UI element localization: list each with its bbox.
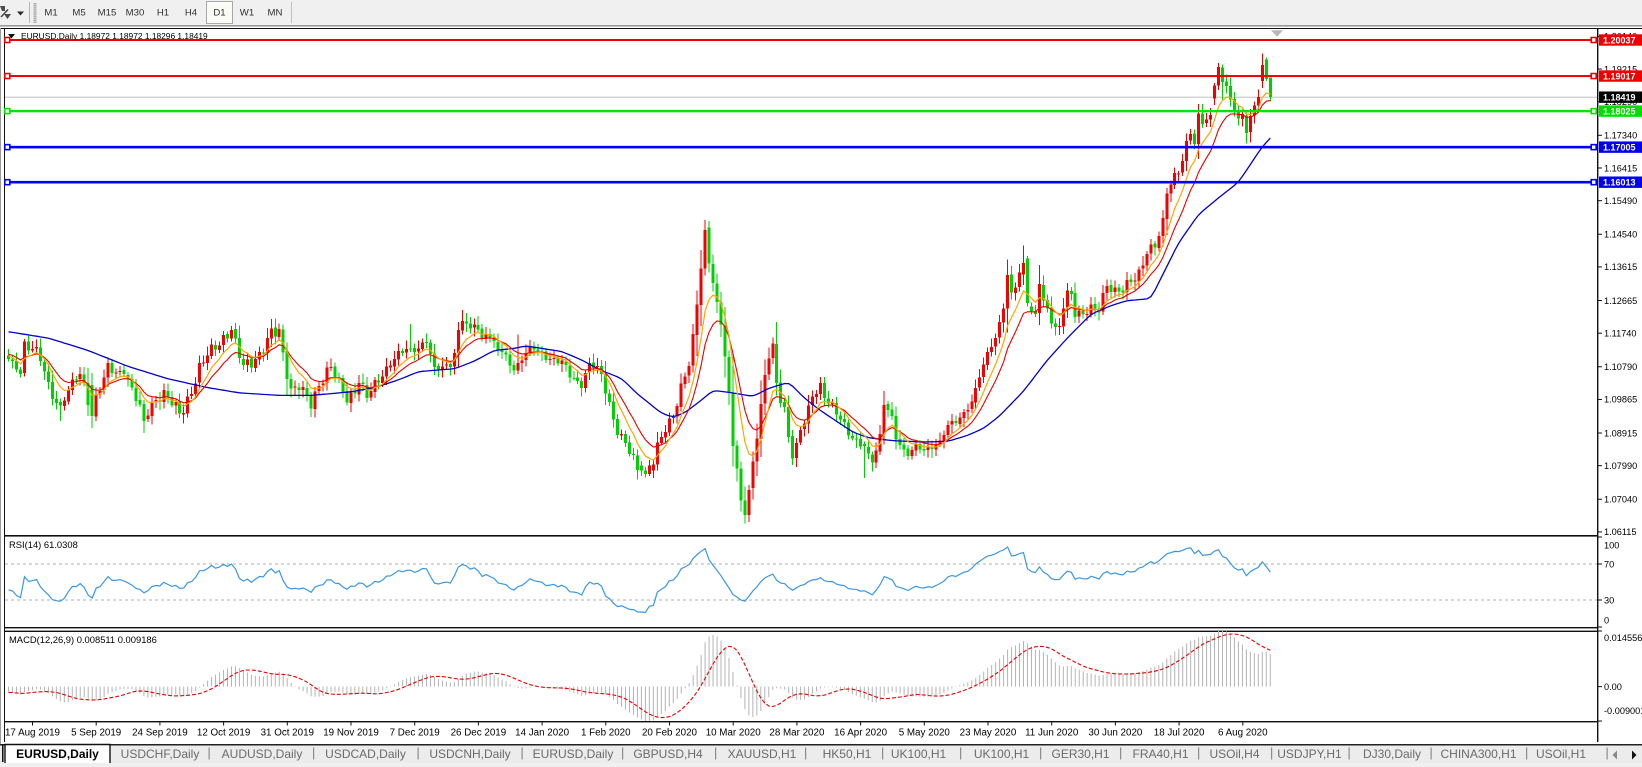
svg-text:17 Aug 2019: 17 Aug 2019 bbox=[5, 728, 60, 739]
svg-text:AUDUSD,Daily: AUDUSD,Daily bbox=[222, 747, 303, 761]
svg-text:30 Jun 2020: 30 Jun 2020 bbox=[1088, 728, 1142, 739]
svg-text:H1: H1 bbox=[157, 8, 169, 19]
svg-text:1.11740: 1.11740 bbox=[1604, 329, 1637, 339]
svg-text:USDCAD,Daily: USDCAD,Daily bbox=[325, 747, 406, 761]
svg-text:USDCNH,Daily: USDCNH,Daily bbox=[429, 747, 510, 761]
svg-text:-0.009001: -0.009001 bbox=[1604, 706, 1642, 716]
svg-text:20 Feb 2020: 20 Feb 2020 bbox=[642, 728, 698, 739]
svg-text:14 Jan 2020: 14 Jan 2020 bbox=[515, 728, 569, 739]
svg-text:1.08915: 1.08915 bbox=[1604, 428, 1637, 438]
svg-text:M15: M15 bbox=[98, 8, 117, 19]
svg-text:1.07990: 1.07990 bbox=[1604, 461, 1637, 471]
svg-text:1.15490: 1.15490 bbox=[1604, 196, 1637, 206]
svg-text:0.014556: 0.014556 bbox=[1604, 633, 1642, 643]
svg-text:28 Mar 2020: 28 Mar 2020 bbox=[769, 728, 825, 739]
svg-text:EURUSD,Daily: EURUSD,Daily bbox=[533, 747, 614, 761]
svg-text:HK50,H1: HK50,H1 bbox=[823, 747, 872, 761]
svg-text:1.19017: 1.19017 bbox=[1603, 72, 1636, 82]
svg-text:1.20037: 1.20037 bbox=[1603, 36, 1636, 46]
svg-text:1.17005: 1.17005 bbox=[1603, 143, 1636, 153]
svg-text:1 Feb 2020: 1 Feb 2020 bbox=[581, 728, 631, 739]
svg-text:UK100,H1: UK100,H1 bbox=[974, 747, 1030, 761]
svg-text:70: 70 bbox=[1604, 559, 1614, 569]
svg-text:1.16415: 1.16415 bbox=[1604, 163, 1637, 173]
svg-text:5 Sep 2019: 5 Sep 2019 bbox=[71, 728, 121, 739]
svg-text:31 Oct 2019: 31 Oct 2019 bbox=[261, 728, 314, 739]
svg-text:16 Apr 2020: 16 Apr 2020 bbox=[834, 728, 887, 739]
svg-text:1.16013: 1.16013 bbox=[1603, 178, 1636, 188]
svg-text:5 May 2020: 5 May 2020 bbox=[899, 728, 951, 739]
svg-text:USDCHF,Daily: USDCHF,Daily bbox=[121, 747, 200, 761]
svg-text:11 Jun 2020: 11 Jun 2020 bbox=[1025, 728, 1079, 739]
svg-text:1.19215: 1.19215 bbox=[1604, 64, 1637, 74]
svg-text:MACD(12,26,9) 0.008511 0.00918: MACD(12,26,9) 0.008511 0.009186 bbox=[9, 634, 157, 645]
svg-text:UK100,H1: UK100,H1 bbox=[891, 747, 947, 761]
svg-text:USOil,H1: USOil,H1 bbox=[1536, 747, 1586, 761]
svg-text:19 Nov 2019: 19 Nov 2019 bbox=[323, 728, 379, 739]
svg-text:MN: MN bbox=[268, 8, 283, 19]
svg-text:26 Dec 2019: 26 Dec 2019 bbox=[451, 728, 507, 739]
svg-text:6 Aug 2020: 6 Aug 2020 bbox=[1218, 728, 1268, 739]
svg-text:DJ30,Daily: DJ30,Daily bbox=[1363, 747, 1421, 761]
svg-text:18 Jul 2020: 18 Jul 2020 bbox=[1154, 728, 1205, 739]
svg-text:D1: D1 bbox=[213, 8, 225, 19]
svg-text:EURUSD,Daily 1.18972 1.18972 1: EURUSD,Daily 1.18972 1.18972 1.18296 1.1… bbox=[21, 31, 208, 41]
svg-text:30: 30 bbox=[1604, 595, 1614, 605]
svg-text:RSI(14) 61.0308: RSI(14) 61.0308 bbox=[9, 539, 78, 550]
svg-text:M1: M1 bbox=[44, 8, 57, 19]
svg-text:1.09865: 1.09865 bbox=[1604, 395, 1637, 405]
svg-text:M30: M30 bbox=[126, 8, 145, 19]
svg-text:12 Oct 2019: 12 Oct 2019 bbox=[197, 728, 250, 739]
svg-text:W1: W1 bbox=[240, 8, 254, 19]
svg-text:M5: M5 bbox=[72, 8, 85, 19]
svg-text:100: 100 bbox=[1604, 540, 1619, 550]
svg-text:GBPUSD,H4: GBPUSD,H4 bbox=[633, 747, 703, 761]
svg-text:1.13615: 1.13615 bbox=[1604, 262, 1637, 272]
svg-text:USDJPY,H1: USDJPY,H1 bbox=[1277, 747, 1342, 761]
svg-text:10 Mar 2020: 10 Mar 2020 bbox=[706, 728, 762, 739]
svg-text:23 May 2020: 23 May 2020 bbox=[960, 728, 1017, 739]
svg-text:0: 0 bbox=[1604, 615, 1609, 625]
svg-text:1.14540: 1.14540 bbox=[1604, 230, 1637, 240]
svg-text:EURUSD,Daily: EURUSD,Daily bbox=[16, 747, 99, 761]
svg-text:XAUUSD,H1: XAUUSD,H1 bbox=[728, 747, 797, 761]
svg-text:7 Dec 2019: 7 Dec 2019 bbox=[390, 728, 440, 739]
svg-text:GER30,H1: GER30,H1 bbox=[1051, 747, 1109, 761]
svg-text:FRA40,H1: FRA40,H1 bbox=[1132, 747, 1188, 761]
svg-text:1.10790: 1.10790 bbox=[1604, 362, 1637, 372]
svg-text:0.00: 0.00 bbox=[1604, 682, 1622, 692]
svg-text:1.17340: 1.17340 bbox=[1604, 131, 1637, 141]
svg-text:1.12665: 1.12665 bbox=[1604, 296, 1637, 306]
svg-text:24 Sep 2019: 24 Sep 2019 bbox=[132, 728, 188, 739]
svg-text:USOil,H4: USOil,H4 bbox=[1209, 747, 1259, 761]
svg-text:H4: H4 bbox=[185, 8, 198, 19]
svg-text:1.07040: 1.07040 bbox=[1604, 495, 1637, 505]
svg-text:CHINA300,H1: CHINA300,H1 bbox=[1440, 747, 1516, 761]
svg-text:1.18025: 1.18025 bbox=[1603, 107, 1636, 117]
svg-text:1.06115: 1.06115 bbox=[1604, 527, 1637, 537]
svg-text:1.18419: 1.18419 bbox=[1603, 93, 1636, 103]
